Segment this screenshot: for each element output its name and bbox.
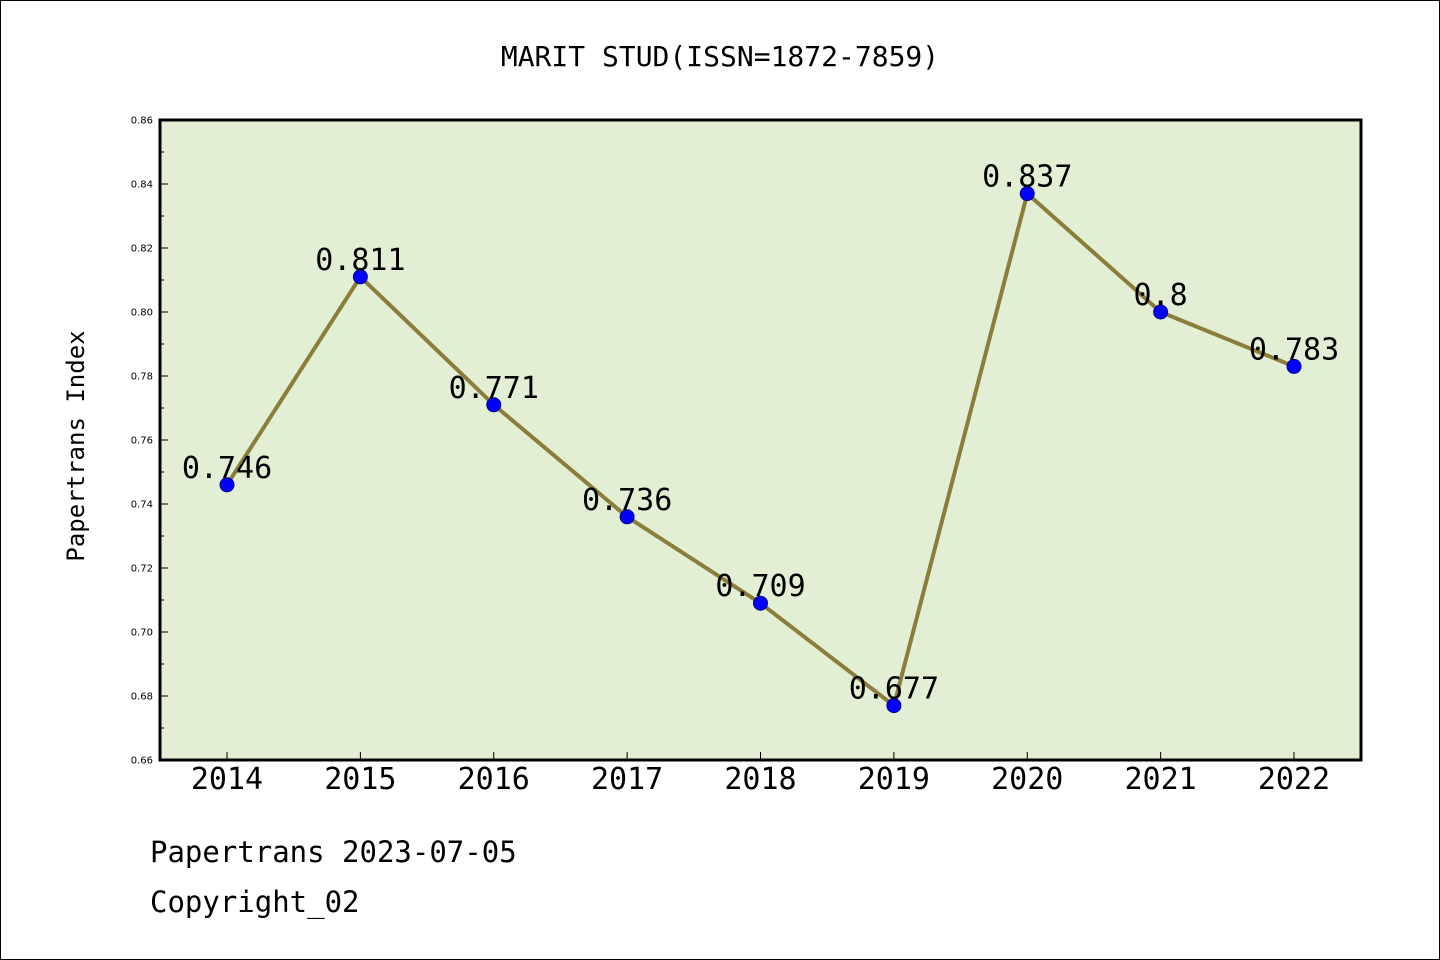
x-tick-label: 2017 — [591, 762, 663, 797]
plot-area — [158, 118, 1363, 762]
x-tick-label: 2016 — [458, 762, 530, 797]
y-tick-label: 0.66 — [131, 756, 153, 767]
data-label: 0.8 — [1134, 278, 1188, 313]
data-label: 0.677 — [849, 672, 939, 707]
data-label: 0.746 — [182, 451, 272, 486]
data-point — [486, 397, 502, 413]
x-tick-label: 2018 — [724, 762, 796, 797]
data-label: 0.837 — [982, 160, 1072, 195]
x-axis: 2014 2015 2016 2017 2018 2019 2020 2021 2022 — [191, 752, 1330, 797]
y-tick-label: 0.86 — [131, 116, 153, 127]
data-label: 0.783 — [1249, 332, 1339, 367]
data-point — [352, 269, 368, 285]
data-label: 0.811 — [315, 243, 405, 278]
x-tick-label: 2014 — [191, 762, 263, 797]
y-tick-label: 0.72 — [131, 564, 153, 575]
y-tick-label: 0.76 — [131, 436, 153, 447]
data-point — [1153, 304, 1169, 320]
footer-copyright-text: Copyright_02 — [150, 885, 360, 919]
chart-title: MARIT STUD(ISSN=1872-7859) — [501, 40, 939, 73]
y-axis: 0.66 0.68 0.70 0.72 0.74 0.76 0.78 0.80 0.82 0.84… — [131, 116, 168, 767]
data-label: 0.771 — [449, 371, 539, 406]
data-label-layer: 0.746 0.811 0.771 0.736 0.709 0.677 0.837 0.8 0.… — [182, 160, 1339, 707]
data-label: 0.736 — [582, 483, 672, 518]
y-tick-label: 0.70 — [131, 628, 153, 639]
x-tick-label: 2022 — [1258, 762, 1330, 797]
x-tick-label: 2021 — [1125, 762, 1197, 797]
data-point — [219, 477, 235, 493]
y-tick-label: 0.82 — [131, 244, 153, 255]
x-tick-label: 2020 — [991, 762, 1063, 797]
y-tick-label: 0.80 — [131, 308, 153, 319]
y-tick-label: 0.74 — [131, 500, 153, 511]
x-tick-label: 2019 — [858, 762, 930, 797]
data-point — [619, 509, 635, 525]
data-point — [886, 698, 902, 714]
data-point — [1019, 186, 1035, 202]
y-tick-label: 0.68 — [131, 692, 153, 703]
data-label: 0.709 — [715, 569, 805, 604]
data-point — [753, 595, 768, 611]
data-point — [1286, 358, 1302, 374]
y-axis-label: Papertrans Index — [62, 330, 90, 561]
y-tick-label: 0.78 — [131, 372, 153, 383]
series-layer — [219, 186, 1302, 714]
y-tick-label: 0.84 — [131, 180, 153, 191]
footer-date-text: Papertrans 2023-07-05 — [150, 835, 517, 869]
x-tick-label: 2015 — [324, 762, 396, 797]
